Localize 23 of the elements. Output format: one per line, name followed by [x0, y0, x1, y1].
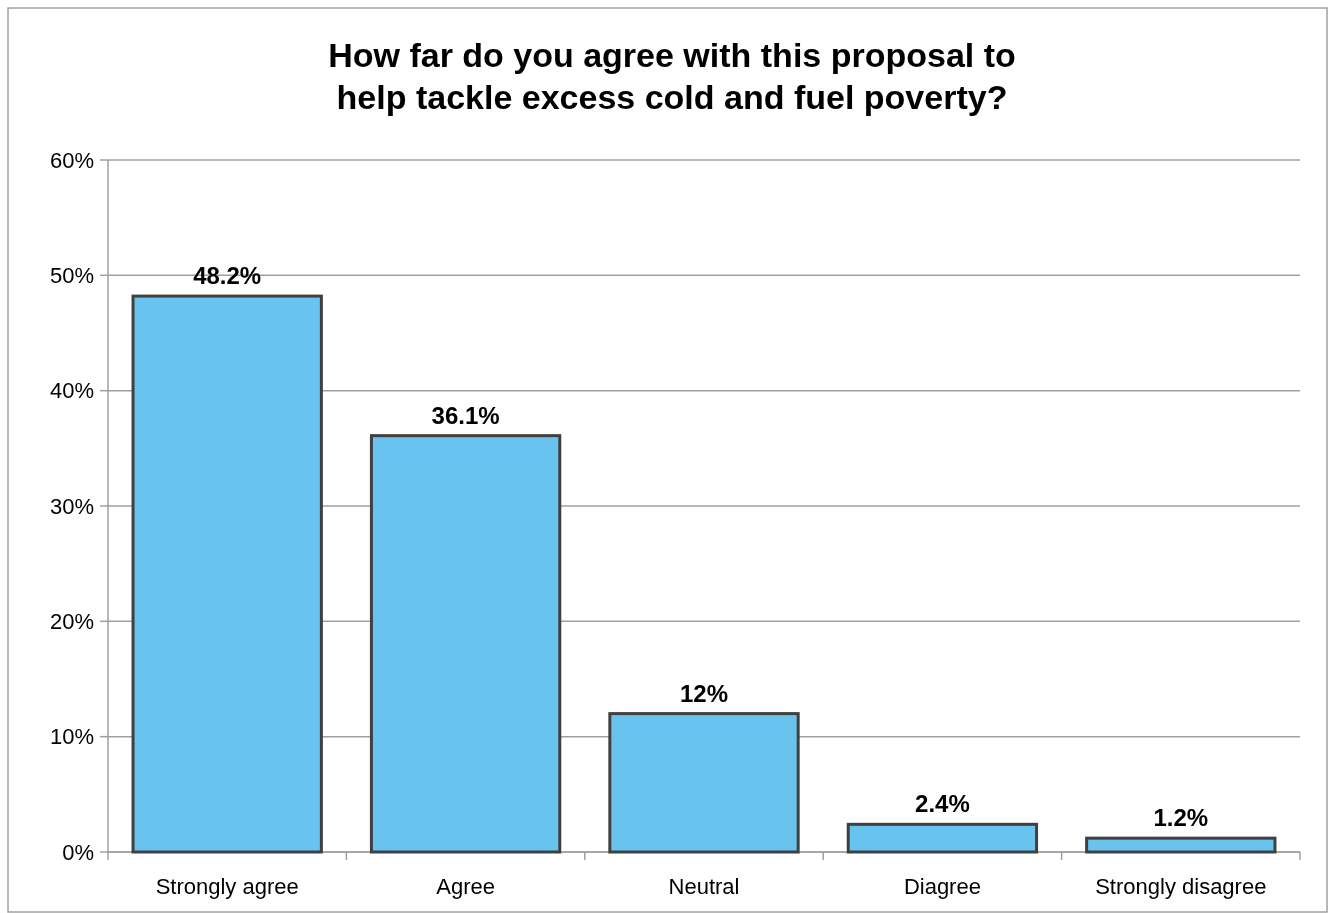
- data-label: 12%: [679, 679, 729, 707]
- y-tick-label: 10%: [49, 724, 94, 750]
- x-tick-label: Diagree: [903, 874, 981, 899]
- data-label: 36.1%: [431, 401, 500, 429]
- data-label: 1.2%: [1153, 804, 1209, 832]
- x-tick-label: Strongly disagree: [1095, 874, 1267, 899]
- x-tick-label: Strongly agree: [155, 874, 299, 899]
- data-label: 2.4%: [915, 790, 970, 818]
- y-tick-label: 50%: [49, 263, 94, 289]
- bar: [608, 712, 800, 854]
- y-tick-label: 60%: [49, 147, 94, 173]
- y-tick-label: 20%: [49, 609, 94, 635]
- bar: [369, 434, 562, 854]
- data-label: 48.2%: [193, 262, 262, 290]
- y-tick-label: 30%: [49, 493, 94, 519]
- bar: [846, 822, 1039, 854]
- y-tick-label: 0%: [62, 839, 94, 865]
- x-tick-label: Agree: [436, 874, 495, 899]
- y-tick-label: 40%: [49, 378, 94, 404]
- bar: [1085, 836, 1277, 854]
- x-tick-label: Neutral: [668, 874, 740, 899]
- chart-title: How far do you agree with this proposal to help tackle excess cold and fuel poverty?: [328, 36, 1016, 116]
- bar: [131, 294, 323, 854]
